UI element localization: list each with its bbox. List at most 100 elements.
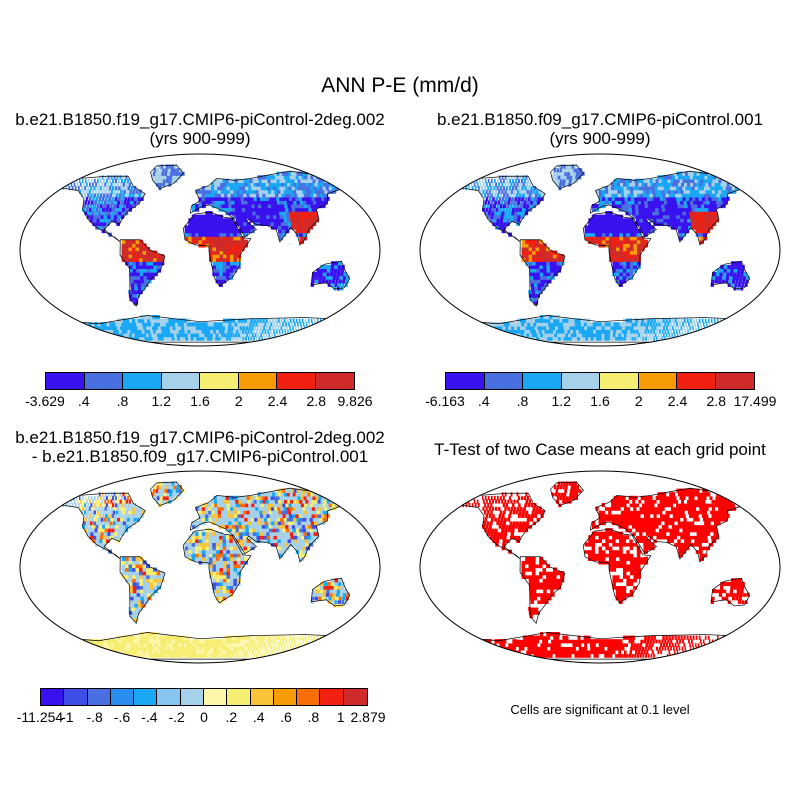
colorbar-tick-label: 1.6 (190, 393, 210, 409)
colorbar-tick-label: 1.2 (151, 393, 171, 409)
colorbar-swatch (238, 373, 277, 389)
colorbar-tick-label: 1.6 (590, 393, 610, 409)
colorbar-tick-label: -.6 (113, 709, 131, 725)
colorbar-tick-label: -.2 (168, 709, 185, 725)
panel-title-top-right: b.e21.B1850.f09_g17.CMIP6-piControl.001 … (400, 110, 800, 148)
colorbar-swatch (84, 373, 123, 389)
coastline-africa (582, 211, 652, 287)
colorbar-swatch (446, 373, 485, 389)
map-field-cells (443, 481, 758, 660)
map-field-cells (443, 164, 758, 343)
colorbar-tick-label: .8 (516, 393, 529, 409)
colorbar-swatch (123, 373, 162, 389)
map-panel-bottom-right (419, 470, 781, 664)
coastline-australia (310, 260, 351, 290)
coastline-antarctica (443, 315, 756, 343)
colorbar-swatch (250, 689, 274, 705)
colorbar-tick-label: 0 (200, 709, 208, 725)
colorbar-top-right (445, 372, 755, 390)
colorbar-swatch (677, 373, 716, 389)
coastline-eurasia (189, 487, 358, 563)
colorbar-swatch (110, 689, 135, 705)
colorbar-tick-label: 2.4 (267, 393, 288, 409)
colorbar-swatch (523, 373, 562, 389)
coastline-samerica (119, 239, 166, 308)
colorbar-tick-label: -3.629 (25, 393, 65, 409)
panel-title-bottom-left-line2: - b.e21.B1850.f09_g17.CMIP6-piControl.00… (31, 447, 369, 466)
colorbar-tick-label: .4 (77, 393, 90, 409)
colorbar-swatch (297, 689, 321, 705)
coastline-africa (182, 528, 252, 604)
coastline-namerica (51, 175, 146, 243)
colorbar-tick-label: -.4 (141, 709, 158, 725)
panel-title-bottom-left-line1: b.e21.B1850.f19_g17.CMIP6-piControl-2deg… (15, 428, 385, 447)
coastline-samerica (119, 556, 166, 625)
colorbar-tick-label: 1 (336, 709, 345, 725)
map-field-cells (43, 164, 358, 343)
colorbar-tick-label: .4 (252, 709, 265, 725)
coastline-greenland (150, 481, 184, 506)
coastline-greenland (550, 481, 584, 506)
colorbar-tick-label: -1 (61, 709, 74, 725)
colorbar-swatch (320, 689, 344, 705)
coastline-namerica (451, 492, 546, 560)
colorbar-swatch (715, 373, 754, 389)
colorbar-swatch (561, 373, 600, 389)
significance-note: Cells are significant at 0.1 level (510, 702, 690, 717)
map-border (19, 153, 381, 347)
coastline-africa (182, 211, 252, 287)
map-border (19, 470, 381, 664)
panel-title-top-left: b.e21.B1850.f19_g17.CMIP6-piControl-2deg… (0, 110, 400, 148)
colorbar-tick-label: .8 (307, 709, 320, 725)
coastline-greenland (150, 164, 184, 189)
panel-title-top-right-line1: b.e21.B1850.f09_g17.CMIP6-piControl.001 (436, 110, 764, 129)
colorbar-swatch (200, 373, 239, 389)
panel-title-top-left-line1: b.e21.B1850.f19_g17.CMIP6-piControl-2deg… (15, 110, 385, 129)
map-border (419, 470, 781, 664)
colorbar-tick-label: 2.879 (350, 709, 386, 725)
colorbar-swatch (343, 689, 367, 705)
coastline-samerica (519, 239, 566, 308)
coastline-eurasia (189, 170, 358, 246)
panel-title-top-right-line2: (yrs 900-999) (549, 129, 651, 148)
colorbar-tick-label: 9.826 (337, 393, 373, 409)
colorbar-swatch (46, 373, 85, 389)
colorbar-tick-label: 2.8 (306, 393, 326, 409)
colorbar-swatch (273, 689, 298, 705)
colorbar-tick-label: .2 (225, 709, 238, 725)
coastline-namerica (51, 492, 146, 560)
coastline-australia (710, 260, 751, 290)
coastline-greenland (550, 164, 584, 189)
colorbar-tick-label: 1.2 (551, 393, 571, 409)
coastline-australia (710, 577, 751, 607)
colorbar-bottom-left (40, 688, 368, 706)
coastline-namerica (451, 175, 546, 243)
colorbar-tick-label: 2.8 (706, 393, 726, 409)
colorbar-tick-label: .6 (280, 709, 292, 725)
colorbar-swatch (161, 373, 200, 389)
colorbar-tick-label: -11.254 (16, 709, 64, 725)
map-panel-top-right (419, 153, 781, 347)
colorbar-swatch (484, 373, 523, 389)
colorbar-tick-label: 2.4 (667, 393, 688, 409)
coastline-antarctica (43, 315, 356, 343)
colorbar-tick-label: 2 (234, 393, 243, 409)
colorbar-swatch (157, 689, 181, 705)
colorbar-swatch (180, 689, 204, 705)
coastline-eurasia (589, 487, 758, 563)
coastline-eurasia (589, 170, 758, 246)
coastline-africa (582, 528, 652, 604)
coastline-samerica (519, 556, 566, 625)
colorbar-tick-label: .8 (116, 393, 129, 409)
colorbar-tick-label: .4 (477, 393, 490, 409)
figure-title: ANN P-E (mm/d) (321, 74, 479, 97)
colorbar-swatch (41, 689, 65, 705)
colorbar-tick-label: -6.163 (425, 393, 465, 409)
colorbar-swatch (134, 689, 158, 705)
colorbar-swatch (315, 373, 354, 389)
colorbar-tick-label: -.8 (86, 709, 103, 725)
coastline-antarctica (43, 632, 356, 660)
colorbar-swatch (203, 689, 228, 705)
colorbar-tick-label: 17.499 (733, 393, 777, 409)
panel-title-bottom-right: T-Test of two Case means at each grid po… (400, 440, 800, 459)
